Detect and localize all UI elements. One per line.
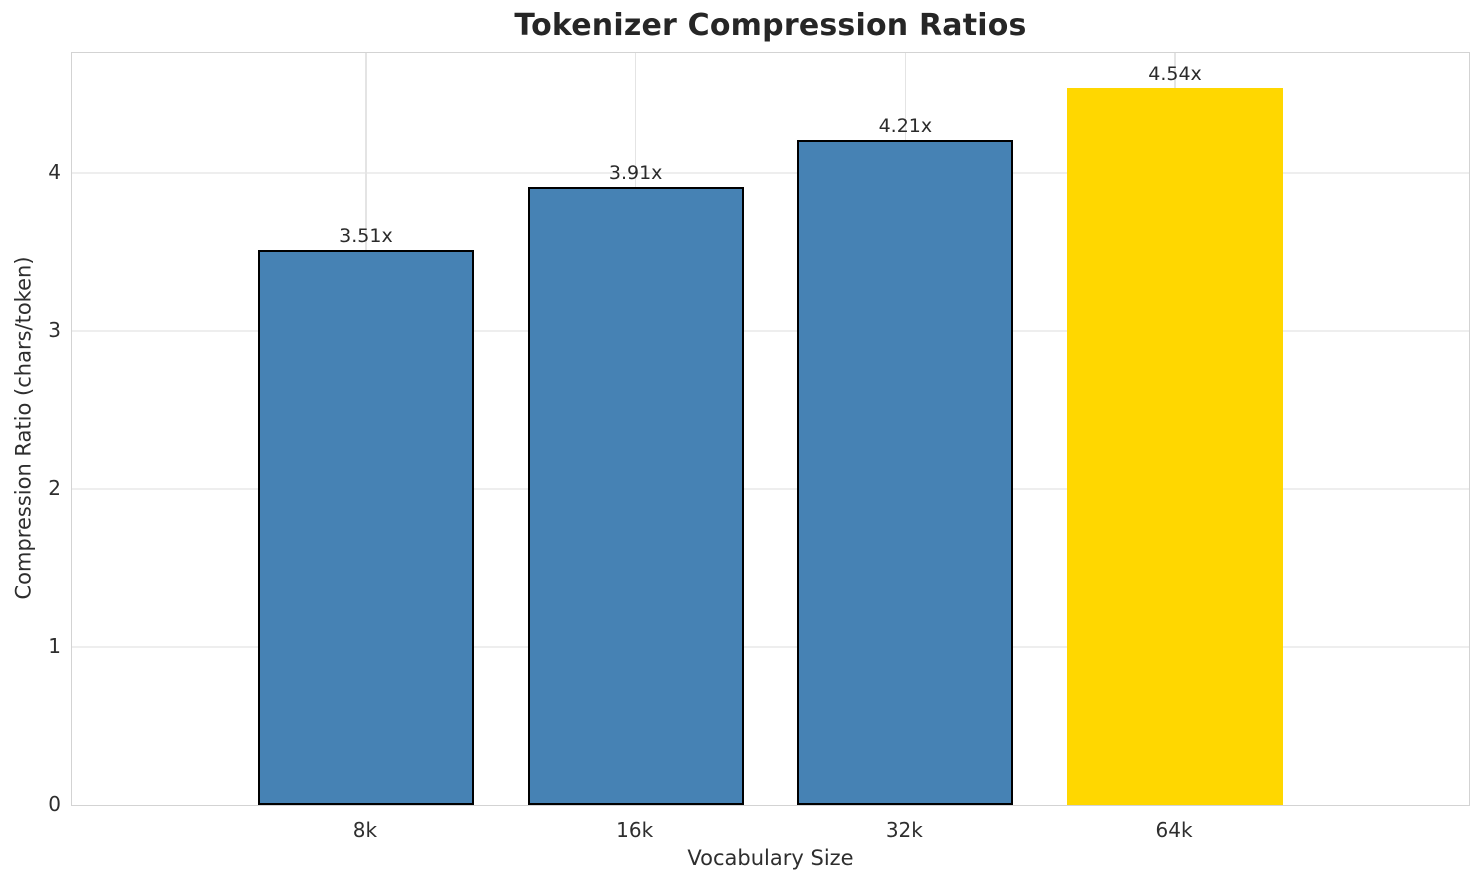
chart-title: Tokenizer Compression Ratios <box>514 8 1027 43</box>
bar-value-label-16k: 3.91x <box>608 162 663 185</box>
plot-area: 3.51x 3.91x 4.21x 4.54x <box>71 52 1470 806</box>
gridline-horizontal <box>72 172 1469 174</box>
x-tick-label-16k: 16k <box>616 818 654 842</box>
y-tick-label: 4 <box>48 160 61 185</box>
x-tick-label-64k: 64k <box>1155 818 1193 842</box>
bar-64k <box>1067 87 1283 805</box>
x-axis-label: Vocabulary Size <box>687 846 854 870</box>
gridline-horizontal <box>72 646 1469 648</box>
bar-value-label-8k: 3.51x <box>339 225 393 248</box>
gridline-horizontal <box>72 330 1469 332</box>
y-tick-label: 3 <box>48 318 61 343</box>
bar-value-label-32k: 4.21x <box>878 114 933 137</box>
x-tick-label-32k: 32k <box>885 818 923 842</box>
y-tick-label: 1 <box>48 634 61 659</box>
y-tick-label: 0 <box>48 792 61 816</box>
bar-32k <box>797 139 1014 805</box>
bar-16k <box>527 187 744 805</box>
bar-8k <box>258 250 474 805</box>
y-tick-label: 2 <box>48 476 61 501</box>
x-tick-label-8k: 8k <box>352 818 378 842</box>
gridline-horizontal <box>72 488 1469 490</box>
y-axis-label-text: Compression Ratio (chars/token) <box>11 256 36 600</box>
bar-value-label-64k: 4.54x <box>1148 62 1202 85</box>
